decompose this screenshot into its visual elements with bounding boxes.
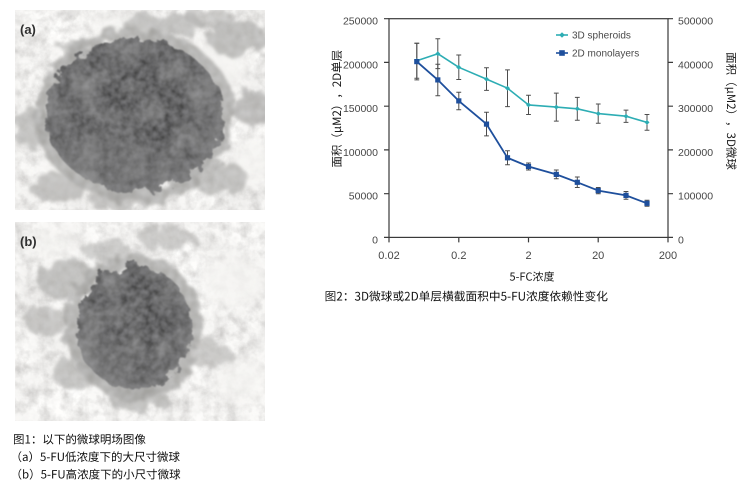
svg-text:300000: 300000 [678,103,713,115]
svg-text:0.02: 0.02 [378,250,399,262]
svg-text:100000: 100000 [678,191,713,203]
svg-text:0: 0 [372,234,378,246]
svg-text:400000: 400000 [678,59,713,71]
svg-text:0: 0 [678,234,684,246]
svg-text:3D spheroids: 3D spheroids [572,31,631,42]
svg-text:(a): (a) [20,22,36,37]
svg-text:(b): (b) [20,234,37,249]
svg-text:2: 2 [525,250,531,262]
svg-text:150000: 150000 [343,103,378,115]
svg-text:0.2: 0.2 [451,250,466,262]
svg-text:200000: 200000 [343,59,378,71]
svg-text:250000: 250000 [343,16,378,28]
svg-text:500000: 500000 [678,16,713,28]
svg-text:200: 200 [659,250,677,262]
svg-text:100000: 100000 [343,147,378,159]
svg-text:200000: 200000 [678,147,713,159]
svg-text:50000: 50000 [349,191,378,203]
svg-text:20: 20 [592,250,604,262]
svg-text:2D monolayers: 2D monolayers [572,49,639,60]
